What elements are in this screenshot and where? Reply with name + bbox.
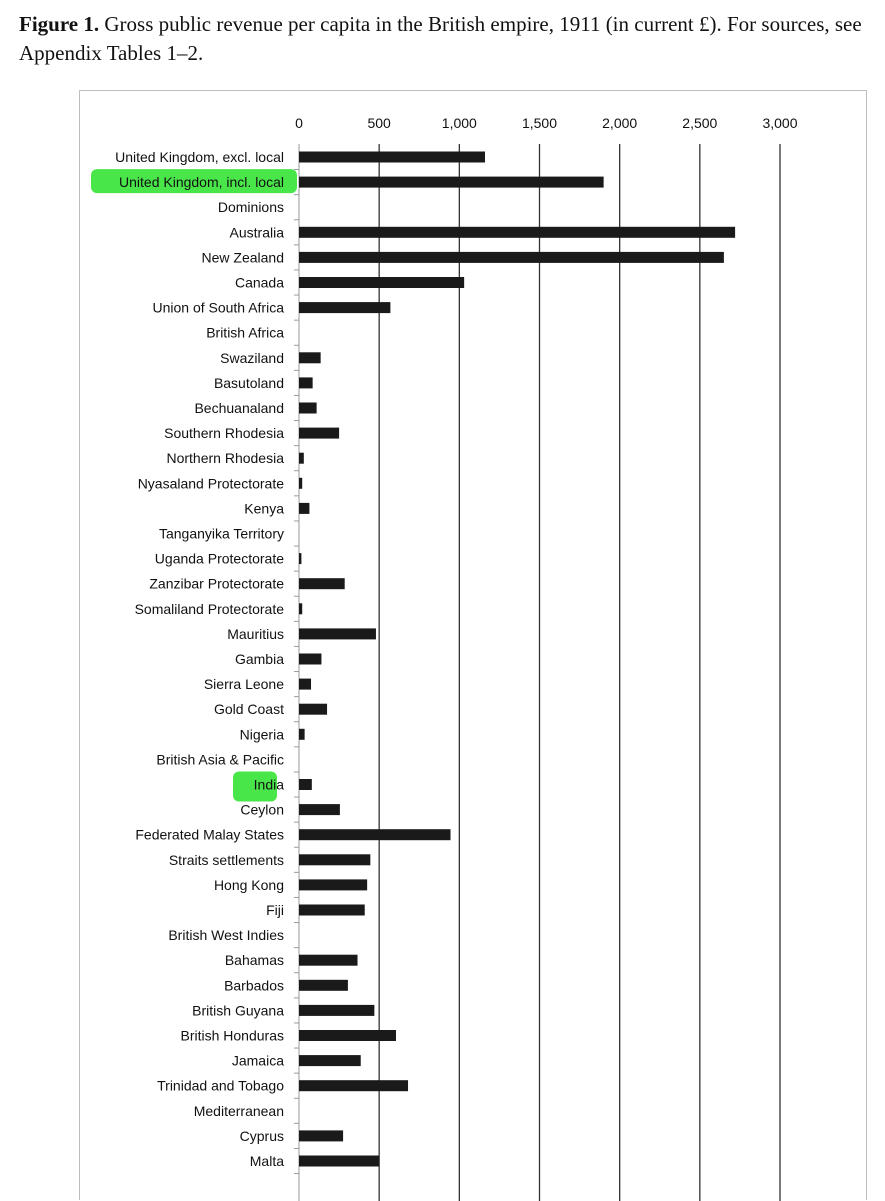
category-label: Southern Rhodesia — [164, 425, 284, 441]
category-label: Uganda Protectorate — [155, 551, 284, 567]
figure-caption-text: Gross public revenue per capita in the B… — [19, 12, 862, 65]
bar — [299, 1030, 397, 1041]
bar — [299, 829, 451, 841]
category-label: Gold Coast — [214, 701, 284, 717]
bar — [299, 1080, 409, 1092]
bar — [299, 879, 368, 891]
x-tick-label: 3,000 — [762, 115, 797, 131]
x-tick-label: 2,500 — [682, 115, 717, 131]
category-label: Kenya — [244, 500, 284, 516]
bar — [299, 804, 340, 816]
bar — [299, 728, 305, 740]
category-label: Cyprus — [240, 1128, 284, 1144]
category-label: British Africa — [206, 325, 284, 341]
bar — [299, 377, 313, 389]
category-label: New Zealand — [202, 249, 285, 265]
bar — [299, 477, 303, 489]
figure-label: Figure 1. — [19, 12, 100, 36]
category-label: Federated Malay States — [135, 827, 284, 843]
bar — [299, 452, 304, 464]
category-label: Tanganyika Territory — [159, 526, 284, 542]
x-tick-label: 500 — [367, 115, 391, 131]
category-label: Straits settlements — [169, 852, 284, 868]
category-label: Bahamas — [225, 952, 284, 968]
category-label: Sierra Leone — [204, 676, 284, 692]
highlight-mark — [91, 169, 297, 194]
category-label: Fiji — [266, 902, 284, 918]
bar — [299, 678, 312, 690]
category-label: Mediterranean — [194, 1103, 284, 1119]
bar — [299, 502, 310, 514]
bar — [299, 302, 391, 314]
category-label: United Kingdom, excl. local — [115, 149, 284, 165]
category-label: Swaziland — [220, 350, 284, 366]
category-label: Trinidad and Tobago — [157, 1078, 284, 1094]
category-label: Barbados — [224, 977, 284, 993]
bar — [299, 277, 465, 288]
category-label: Northern Rhodesia — [166, 450, 284, 466]
bar — [299, 979, 348, 991]
category-label: United Kingdom, incl. local — [119, 174, 284, 190]
category-label: Mauritius — [227, 626, 284, 642]
bar — [299, 402, 317, 414]
bar — [299, 226, 736, 238]
category-label: Nyasaland Protectorate — [138, 475, 285, 491]
category-label: British West Indies — [168, 927, 284, 943]
category-label: Australia — [230, 224, 285, 240]
bar — [299, 151, 485, 163]
bar — [299, 628, 376, 640]
category-label: British Guyana — [192, 1002, 284, 1018]
x-tick-label: 1,000 — [442, 115, 477, 131]
category-label: Hong Kong — [214, 877, 284, 893]
category-label: Somaliland Protectorate — [135, 601, 285, 617]
bar — [299, 1055, 361, 1067]
bar — [299, 251, 724, 263]
category-label: Canada — [235, 275, 284, 291]
category-label: Nigeria — [240, 726, 285, 742]
bar-chart: 0 500 1,000 1,500 2,000 2,500 3,000 United King… — [91, 115, 798, 1201]
bar — [299, 1004, 375, 1016]
bar — [299, 779, 312, 790]
bar — [299, 954, 358, 966]
figure-caption: Figure 1. Gross public revenue per capit… — [19, 10, 869, 68]
bar — [299, 176, 604, 188]
x-tick-label: 0 — [295, 115, 303, 131]
bar — [299, 1130, 344, 1142]
category-label: British Honduras — [181, 1028, 285, 1044]
bar — [299, 427, 340, 439]
bar — [299, 352, 321, 364]
bar — [299, 703, 328, 715]
x-tick-label: 1,500 — [522, 115, 557, 131]
category-label: Union of South Africa — [152, 300, 284, 316]
category-label: Dominions — [218, 199, 284, 215]
category-label: Malta — [250, 1153, 284, 1169]
category-label: Bechuanaland — [194, 400, 284, 416]
x-tick-label: 2,000 — [602, 115, 637, 131]
bar — [299, 653, 322, 665]
category-label: British Asia & Pacific — [156, 751, 284, 767]
bar — [299, 854, 371, 866]
bar — [299, 603, 303, 615]
category-label: Jamaica — [232, 1053, 284, 1069]
bar — [299, 904, 365, 916]
chart-frame: 0 500 1,000 1,500 2,000 2,500 3,000 United King… — [79, 90, 867, 1201]
bar — [299, 553, 302, 565]
category-label: Gambia — [235, 651, 284, 667]
category-label: Ceylon — [240, 802, 284, 818]
category-label: India — [254, 777, 285, 793]
highlight-mark — [233, 771, 277, 802]
category-label: Zanzibar Protectorate — [149, 576, 284, 592]
bar — [299, 578, 345, 590]
category-label: Basutoland — [214, 375, 284, 391]
bar — [299, 1155, 380, 1167]
